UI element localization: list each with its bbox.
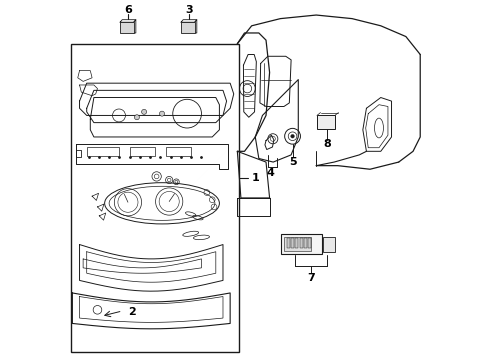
Text: 8: 8 bbox=[323, 139, 330, 149]
Circle shape bbox=[159, 111, 164, 116]
Bar bbox=[165, 147, 190, 156]
Bar bbox=[181, 22, 194, 33]
Bar bbox=[299, 238, 302, 248]
Circle shape bbox=[122, 24, 129, 31]
Text: 4: 4 bbox=[266, 168, 274, 178]
Bar bbox=[308, 238, 310, 248]
Bar bbox=[86, 147, 119, 156]
Text: 1: 1 bbox=[251, 173, 259, 183]
Circle shape bbox=[134, 115, 139, 120]
Bar bbox=[281, 234, 322, 253]
Bar bbox=[129, 147, 155, 156]
Text: 2: 2 bbox=[127, 307, 135, 317]
Bar bbox=[290, 238, 293, 248]
Bar bbox=[284, 237, 310, 251]
Bar bbox=[120, 22, 133, 33]
Bar bbox=[316, 116, 334, 129]
Text: 5: 5 bbox=[288, 157, 296, 167]
Bar bbox=[286, 238, 289, 248]
Bar bbox=[304, 238, 306, 248]
Circle shape bbox=[142, 109, 146, 114]
Circle shape bbox=[183, 24, 190, 31]
Bar bbox=[70, 44, 239, 352]
Bar bbox=[323, 237, 334, 252]
Text: 3: 3 bbox=[185, 5, 192, 15]
Bar bbox=[295, 238, 298, 248]
Text: 6: 6 bbox=[124, 5, 132, 15]
Circle shape bbox=[290, 134, 294, 138]
Text: 7: 7 bbox=[306, 273, 314, 283]
